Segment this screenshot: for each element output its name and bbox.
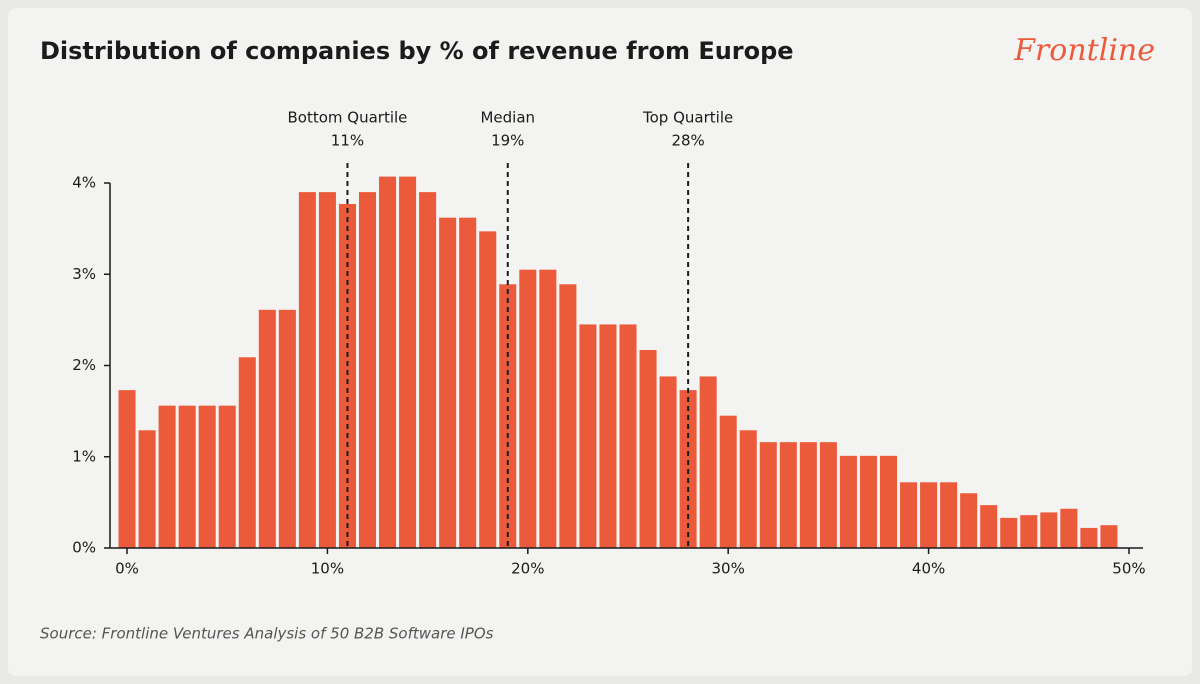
bar [439, 217, 457, 549]
bar [198, 405, 216, 548]
source-note: Source: Frontline Ventures Analysis of 5… [40, 625, 494, 643]
bar [1000, 517, 1018, 548]
bar [719, 415, 737, 548]
y-tick-label: 0% [72, 539, 96, 557]
bar [960, 493, 978, 548]
x-tick-label: 10% [311, 560, 344, 578]
x-tick-label: 40% [912, 560, 945, 578]
bar [879, 455, 898, 548]
bar [639, 349, 657, 548]
bar [1100, 525, 1118, 548]
bar [1020, 515, 1038, 548]
y-tick-label: 4% [72, 174, 96, 192]
bar [138, 430, 156, 548]
bar [1040, 512, 1058, 548]
brand-logo: Frontline [1013, 33, 1155, 68]
x-tick-label: 50% [1112, 560, 1145, 578]
bar [318, 192, 336, 548]
chart-title: Distribution of companies by % of revenu… [40, 37, 794, 65]
bar [739, 430, 757, 548]
bar [859, 455, 877, 548]
bar [399, 176, 417, 549]
bar [379, 176, 397, 549]
annotation-label: Top Quartile [642, 109, 733, 127]
bar [158, 405, 176, 548]
bar [258, 309, 276, 548]
annotation-label: Bottom Quartile [288, 109, 408, 127]
bar [118, 390, 136, 548]
bar [178, 405, 196, 548]
bar [599, 324, 617, 548]
bar [519, 269, 537, 548]
bar [699, 376, 717, 548]
y-tick-label: 1% [72, 447, 96, 465]
bar [579, 324, 597, 548]
bar [539, 269, 557, 548]
annotation-value: 11% [331, 132, 364, 150]
annotation-label: Median [480, 109, 535, 127]
bar [659, 376, 677, 548]
bar [358, 192, 377, 548]
bar [278, 309, 296, 548]
bar [779, 442, 797, 548]
bar [759, 442, 777, 548]
bar [940, 482, 958, 548]
bar [479, 231, 497, 549]
bar [619, 324, 637, 548]
bar [218, 405, 236, 548]
bar [799, 442, 817, 548]
annotation-value: 28% [671, 132, 704, 150]
bar [980, 505, 998, 548]
bar [1060, 508, 1078, 548]
bar [298, 192, 316, 548]
y-tick-label: 2% [72, 356, 96, 374]
bar [238, 357, 256, 548]
x-tick-label: 0% [115, 560, 139, 578]
bar [419, 192, 437, 548]
bar [819, 442, 837, 548]
x-tick-label: 20% [511, 560, 544, 578]
bar [559, 284, 577, 548]
bar [920, 482, 938, 548]
annotation-value: 19% [491, 132, 524, 150]
bar [900, 482, 918, 548]
x-tick-label: 30% [712, 560, 745, 578]
bar [459, 217, 477, 549]
bar [839, 455, 857, 548]
y-tick-label: 3% [72, 265, 96, 283]
bar [338, 203, 356, 549]
bar [1080, 527, 1098, 548]
